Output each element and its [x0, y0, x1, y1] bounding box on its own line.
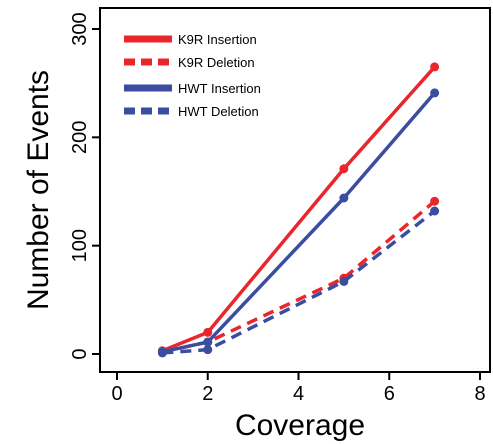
data-point-hwt-deletion — [430, 206, 440, 216]
data-point-hwt-insertion — [339, 193, 349, 203]
series-hwt-deletion — [157, 206, 440, 358]
x-tick-label: 4 — [293, 383, 304, 405]
data-point-hwt-insertion — [430, 88, 440, 98]
legend-item-hwt-deletion: HWT Deletion — [124, 104, 259, 119]
legend-label: HWT Deletion — [178, 104, 259, 119]
series-line-k9r-insertion — [161, 65, 436, 353]
legend: K9R Insertion K9R Deletion HWT Insertion HW… — [124, 32, 261, 119]
legend-item-k9r-deletion: K9R Deletion — [124, 55, 255, 70]
data-point-hwt-deletion — [339, 276, 349, 286]
x-tick-label: 8 — [474, 383, 485, 405]
data-point-k9r-insertion — [430, 62, 440, 72]
data-point-hwt-insertion — [203, 337, 213, 347]
series-layer — [157, 62, 440, 358]
x-tick-label: 0 — [111, 383, 122, 405]
y-axis-title: Number of Events — [22, 70, 55, 310]
y-tick-label: 200 — [69, 121, 91, 154]
legend-item-k9r-insertion: K9R Insertion — [124, 32, 257, 47]
legend-label: K9R Deletion — [178, 55, 255, 70]
y-tick-label: 100 — [69, 229, 91, 262]
data-point-k9r-insertion — [339, 164, 349, 174]
x-tick-label: 2 — [202, 383, 213, 405]
y-tick-label: 0 — [69, 348, 91, 359]
legend-label: HWT Insertion — [178, 81, 261, 96]
series-line-hwt-deletion — [162, 209, 436, 355]
series-line-hwt-insertion — [162, 91, 436, 354]
data-point-k9r-insertion — [203, 327, 213, 337]
y-tick-label: 300 — [69, 12, 91, 45]
axes: 0 2 4 6 8 0 100 200 300 — [69, 7, 491, 405]
data-point-hwt-deletion — [157, 348, 167, 358]
plot-frame — [99, 7, 491, 373]
x-tick-label: 6 — [384, 383, 395, 405]
legend-label: K9R Insertion — [178, 32, 257, 47]
data-point-hwt-deletion — [203, 345, 213, 355]
legend-item-hwt-insertion: HWT Insertion — [124, 81, 261, 96]
series-k9r-insertion — [157, 62, 440, 356]
x-axis-title: Coverage — [235, 409, 365, 442]
data-point-k9r-deletion — [430, 196, 440, 206]
